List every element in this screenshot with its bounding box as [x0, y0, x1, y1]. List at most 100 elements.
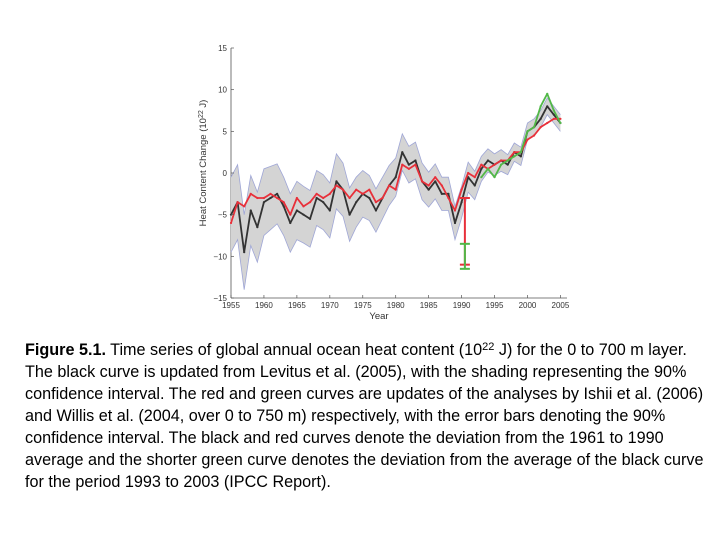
confidence-band-upper-edge — [230, 97, 561, 215]
data-point-red — [276, 196, 279, 200]
data-point-red — [427, 184, 430, 187]
data-point-red — [453, 209, 457, 212]
data-point-red — [513, 151, 516, 154]
data-point-red — [368, 188, 371, 191]
data-point-green — [513, 155, 516, 158]
data-point-green — [506, 159, 509, 162]
data-point-red — [249, 192, 252, 195]
data-point-red — [243, 205, 246, 208]
data-point-green — [539, 105, 542, 108]
data-point-red — [480, 163, 483, 166]
data-point-black — [355, 201, 358, 204]
data-point-red — [407, 167, 410, 170]
data-point-red — [282, 201, 285, 204]
x-tick-label: 1985 — [420, 301, 438, 310]
data-point-black — [269, 196, 272, 200]
data-point-black — [434, 180, 437, 183]
data-point-green — [532, 126, 536, 129]
data-point-black — [289, 221, 292, 225]
data-point-black — [453, 221, 457, 225]
y-axis-label-prefix: Heat Content Change (10 — [198, 118, 209, 226]
data-point-red — [289, 213, 292, 216]
x-axis: 1955 1960 1965 1970 1975 1980 1985 1990 1995 2000… — [222, 295, 570, 310]
data-point-red — [493, 163, 496, 166]
data-point-red — [500, 159, 503, 162]
data-point-green — [493, 176, 496, 179]
data-point-red — [355, 188, 358, 191]
caption-exponent: 22 — [482, 341, 495, 353]
data-point-red — [308, 201, 312, 204]
data-point-red — [262, 196, 266, 200]
x-tick-label: 1970 — [321, 301, 339, 310]
x-tick-label: 1995 — [486, 301, 504, 310]
plot-area — [229, 48, 567, 299]
confidence-band — [231, 98, 561, 290]
data-point-green — [546, 92, 549, 95]
data-point-red — [236, 201, 239, 204]
data-point-red — [559, 117, 562, 120]
data-point-red — [414, 163, 417, 166]
data-point-red — [440, 184, 443, 187]
data-point-red — [467, 171, 470, 175]
data-point-red — [434, 176, 437, 179]
data-point-black — [276, 192, 279, 195]
data-point-black — [414, 159, 417, 162]
data-point-black — [539, 117, 542, 120]
data-point-red — [361, 192, 364, 195]
data-point-red — [295, 196, 298, 200]
caption-text-2: J) for the 0 to 700 m layer. The black c… — [25, 341, 704, 491]
data-point-black — [368, 196, 371, 200]
data-point-black — [374, 209, 378, 212]
data-point-red — [546, 121, 549, 125]
data-point-green — [480, 176, 483, 179]
data-point-green — [526, 130, 529, 133]
data-point-black — [519, 155, 522, 158]
data-point-black — [282, 205, 285, 208]
data-point-red — [269, 192, 272, 195]
data-point-red — [401, 163, 404, 166]
data-point-black — [460, 201, 463, 204]
data-point-black — [256, 226, 259, 229]
data-point-red — [374, 201, 378, 204]
data-point-black — [473, 184, 476, 187]
data-point-red — [420, 180, 424, 183]
y-tick-label: −10 — [213, 252, 227, 261]
data-point-black — [440, 192, 443, 195]
data-point-black — [302, 213, 305, 216]
data-point-black — [243, 251, 246, 254]
data-point-black — [308, 217, 312, 220]
data-point-black — [249, 209, 252, 212]
data-point-green — [559, 121, 562, 125]
x-tick-label: 1990 — [453, 301, 471, 310]
data-point-red — [526, 138, 529, 141]
data-point-black — [552, 113, 555, 116]
data-point-red — [388, 184, 391, 187]
confidence-band-lower-edge — [230, 113, 561, 290]
data-point-red — [532, 134, 536, 137]
caption-text-1: Time series of global annual ocean heat … — [105, 341, 483, 359]
data-point-black — [401, 151, 404, 154]
x-tick-label: 1965 — [288, 301, 306, 310]
data-point-black — [407, 163, 410, 166]
y-axis-label-suffix: J) — [198, 100, 209, 111]
data-point-black — [486, 159, 490, 162]
y-axis-label-exp: 22 — [198, 110, 205, 118]
x-tick-label: 1955 — [222, 301, 240, 310]
data-point-black — [295, 209, 298, 212]
y-tick-label: 5 — [223, 127, 228, 136]
y-tick-label: 10 — [218, 86, 227, 95]
data-point-red — [335, 184, 338, 187]
data-point-red — [460, 188, 463, 191]
data-point-red — [328, 192, 331, 195]
data-point-red — [341, 188, 345, 191]
y-axis-label: Heat Content Change (1022 J) — [198, 100, 209, 227]
data-point-red — [315, 192, 318, 195]
figure-label: Figure 5.1. — [25, 341, 106, 359]
data-point-red — [381, 196, 384, 200]
data-point-red — [394, 188, 397, 191]
y-tick-label: −15 — [213, 294, 227, 303]
data-point-red — [229, 221, 233, 225]
x-tick-label: 2005 — [552, 301, 570, 310]
data-point-black — [394, 176, 397, 179]
data-point-green — [552, 109, 555, 112]
